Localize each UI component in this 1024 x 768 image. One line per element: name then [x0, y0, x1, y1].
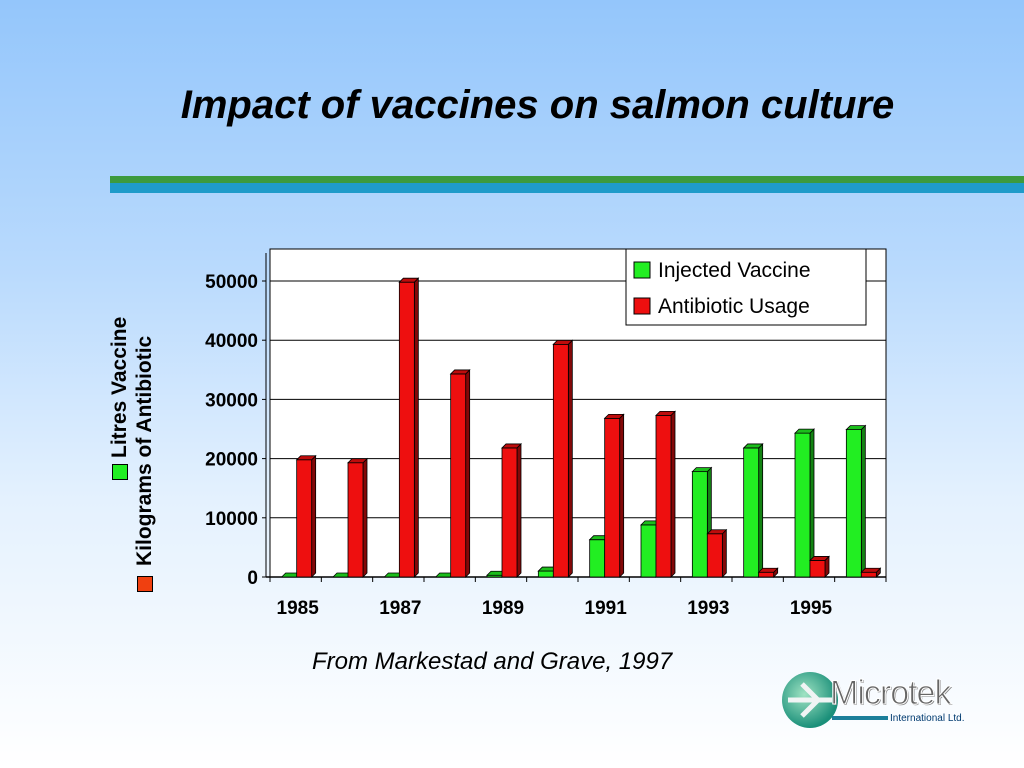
antibiotic-bar	[860, 567, 882, 578]
antibiotic-bar	[347, 457, 368, 578]
legend-swatch-antibiotic	[633, 297, 651, 315]
logo-subtitle: International Ltd.	[890, 713, 965, 724]
source-citation: From Markestad and Grave, 1997	[312, 648, 673, 675]
antibiotic-bar	[603, 413, 625, 578]
y-tick-label: 10000	[205, 509, 258, 530]
x-tick-label: 1987	[379, 598, 421, 619]
legend	[625, 248, 867, 326]
x-tick-label: 1989	[482, 598, 524, 619]
title-rule-green	[110, 176, 1024, 183]
globe-icon	[782, 672, 838, 728]
slide-title: Impact of vaccines on salmon culture	[180, 83, 895, 127]
x-tick-label: 1991	[585, 598, 628, 619]
company-logo: Microtek International Ltd.	[780, 664, 990, 734]
vaccine-bar	[742, 442, 764, 578]
title-rule-blue	[110, 183, 1024, 193]
antibiotic-bar	[655, 410, 676, 578]
y-tick-label: 0	[247, 568, 258, 589]
antibiotic-bar	[449, 368, 471, 578]
y-tick-label: 30000	[205, 390, 258, 411]
logo-bar	[832, 716, 888, 720]
legend-swatch-vaccine	[633, 261, 651, 279]
vaccine-bar	[845, 424, 867, 578]
legend-label-vaccine: Injected Vaccine	[658, 259, 811, 282]
antibiotic-bar	[809, 555, 830, 578]
y-tick-label: 50000	[205, 272, 258, 293]
antibiotic-bar	[398, 277, 420, 578]
x-tick-label: 1993	[687, 598, 729, 619]
y-tick-label: 20000	[205, 450, 258, 471]
x-tick-label: 1995	[790, 598, 833, 619]
vaccine-bar	[794, 428, 815, 578]
logo-name: Microtek	[829, 674, 951, 713]
antibiotic-bar	[706, 528, 728, 578]
antibiotic-bar	[552, 339, 574, 578]
y-tick-label: 40000	[205, 331, 258, 352]
antibiotic-bar	[501, 442, 522, 578]
antibiotic-bar	[757, 567, 779, 578]
antibiotic-bar	[295, 454, 317, 578]
legend-label-antibiotic: Antibiotic Usage	[658, 295, 810, 318]
x-tick-label: 1985	[277, 598, 320, 619]
